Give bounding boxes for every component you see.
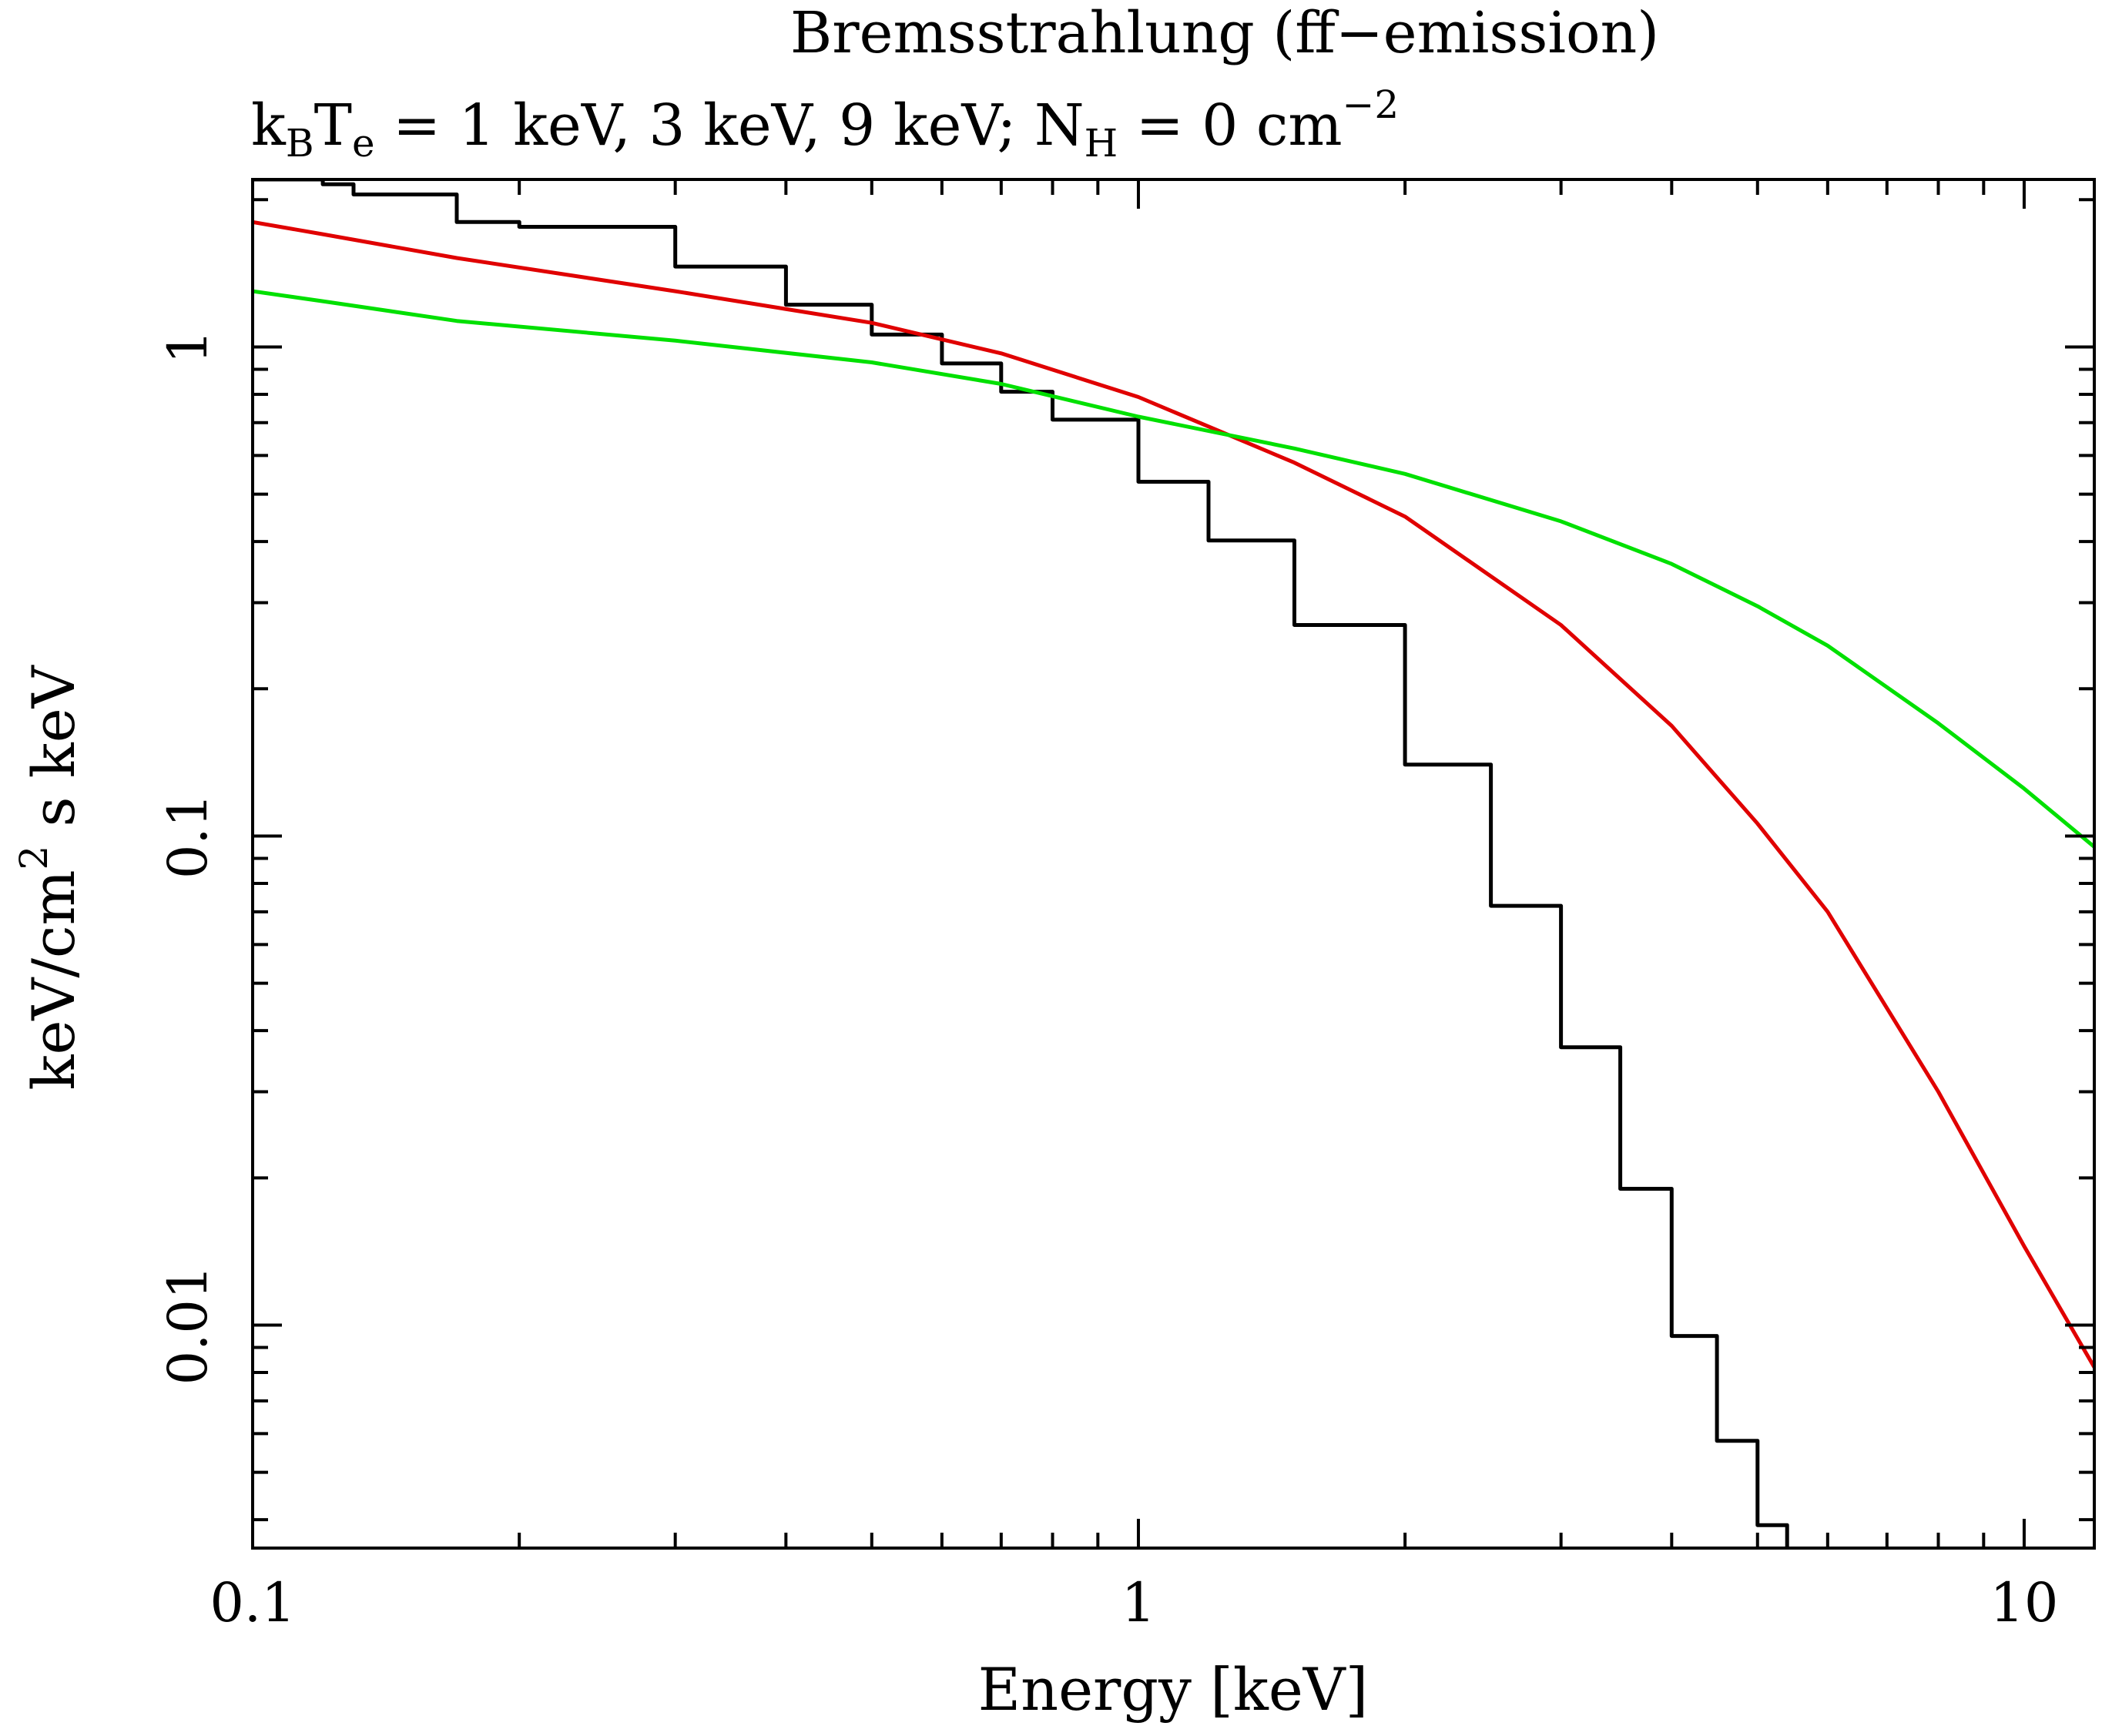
x-axis-label: Energy [keV]: [978, 1655, 1369, 1724]
y-tick-label: 1: [156, 330, 220, 364]
chart-title: Bremsstrahlung (ff−emission): [790, 0, 1659, 66]
tick-label-layer: 0.1 1 10 0.01 0.1 1: [156, 330, 2058, 1634]
y-axis-label: keV/cm2 s keV: [12, 665, 88, 1090]
series-line-1: [253, 220, 2094, 1369]
text-part-normal: = 1 keV, 3 keV, 9 keV; N: [375, 92, 1085, 159]
text-part-sub: e: [352, 121, 375, 166]
text-part-normal: = 0 cm: [1118, 92, 1342, 159]
chart-subtitle: kBTe = 1 keV, 3 keV, 9 keV; NH = 0 cm−2: [251, 82, 1399, 166]
plot-area: [251, 178, 2096, 1550]
x-tick-label: 10: [1990, 1571, 2058, 1634]
plot-frame: [251, 178, 2096, 1550]
series-line-0: [253, 179, 1789, 1548]
text-part-normal: keV/cm: [19, 870, 88, 1090]
text-part-normal: k: [251, 92, 287, 159]
text-part-normal: T: [314, 92, 352, 159]
text-part-sup: −2: [1343, 82, 1400, 127]
tick-layer: [251, 179, 2094, 1548]
x-tick-label: 1: [1121, 1571, 1156, 1634]
y-tick-label: 0.01: [156, 1265, 220, 1386]
series-layer: [253, 179, 2094, 1548]
x-tick-label: 0.1: [210, 1571, 295, 1634]
text-part-normal: s keV: [19, 665, 88, 845]
y-tick-label: 0.1: [156, 793, 220, 879]
text-part-sub: H: [1085, 121, 1118, 166]
series-line-2: [253, 289, 2094, 849]
text-part-sub: B: [286, 121, 314, 166]
text-part-sup: 2: [12, 846, 56, 870]
